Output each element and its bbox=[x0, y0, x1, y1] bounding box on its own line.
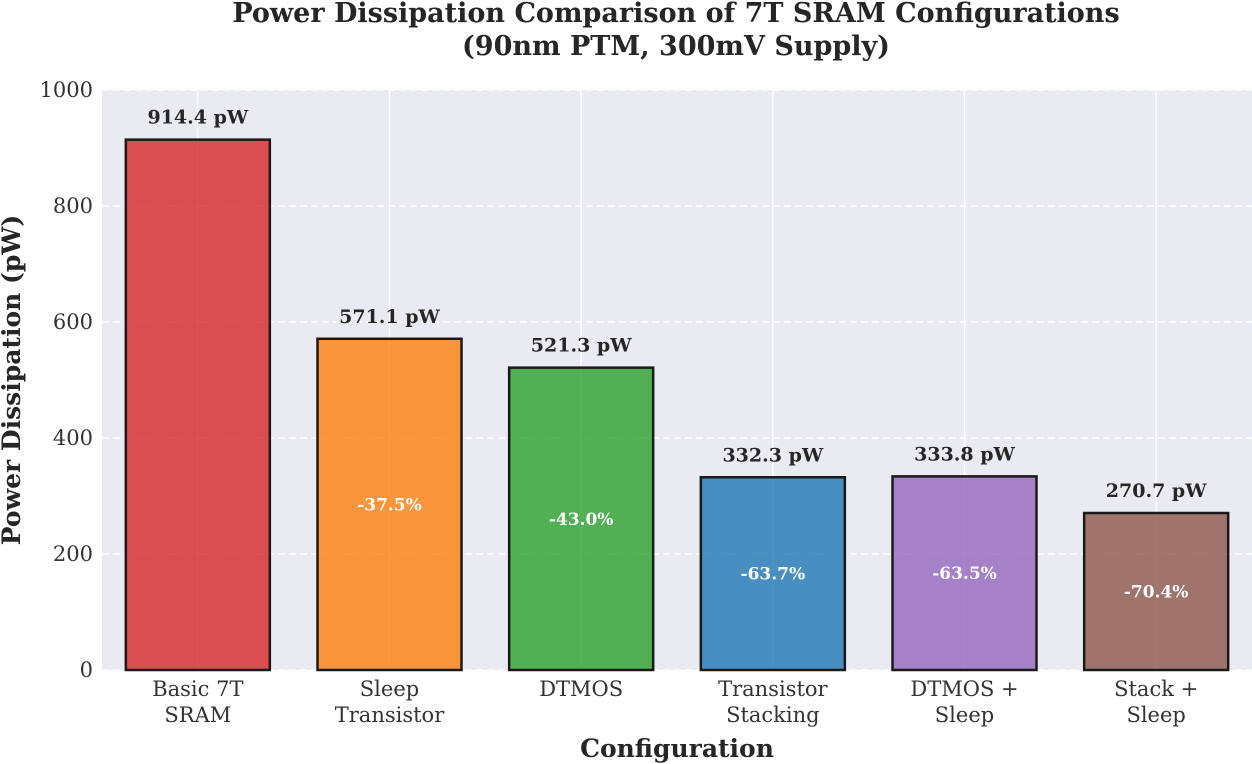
x-tick-label-line: Stacking bbox=[726, 703, 820, 727]
y-tick-label: 600 bbox=[53, 310, 93, 334]
x-tick-label-line: Transistor bbox=[335, 703, 445, 727]
y-axis-label: Power Dissipation (pW) bbox=[0, 215, 26, 545]
x-axis-label: Configuration bbox=[580, 734, 774, 763]
x-tick-label-line: Stack + bbox=[1114, 677, 1198, 701]
bar bbox=[1082, 511, 1230, 672]
x-tick-label-line: Sleep bbox=[935, 703, 994, 727]
x-tick-label-line: Basic 7T bbox=[152, 677, 243, 701]
x-tick-label: DTMOS bbox=[539, 677, 623, 701]
y-tick-label: 400 bbox=[53, 426, 93, 450]
x-tick-label: DTMOS + Sleep bbox=[910, 677, 1018, 727]
bar bbox=[124, 138, 272, 672]
x-tick-label-line: DTMOS + bbox=[910, 677, 1018, 701]
bar-reduction-label: -63.7% bbox=[741, 565, 806, 585]
bar bbox=[699, 476, 847, 672]
y-axis-ticks: 0 200 400 600 800 1000 bbox=[40, 78, 93, 682]
bar bbox=[507, 366, 655, 672]
chart-title: Power Dissipation Comparison of 7T SRAM … bbox=[232, 0, 1119, 62]
y-tick-label: 0 bbox=[80, 658, 93, 682]
bar bbox=[891, 475, 1038, 672]
x-tick-label: Stack + Sleep bbox=[1114, 677, 1198, 727]
y-tick-label: 1000 bbox=[40, 78, 93, 102]
bar-value-label: 914.4 pW bbox=[147, 107, 248, 129]
y-tick-label: 200 bbox=[53, 542, 93, 566]
gridlines bbox=[102, 89, 1252, 671]
chart-title-line: (90nm PTM, 300mV Supply) bbox=[462, 31, 890, 62]
bar-value-label: 270.7 pW bbox=[1106, 480, 1207, 502]
bar-reduction-label: -43.0% bbox=[549, 510, 614, 530]
bar-reduction-label: -37.5% bbox=[357, 495, 422, 515]
y-tick-label: 800 bbox=[53, 194, 93, 218]
x-tick-label-line: Sleep bbox=[360, 677, 419, 701]
bars: 914.4 pW 571.1 pW -37.5% 521.3 pW -43.0% 332.… bbox=[124, 107, 1230, 672]
bar bbox=[316, 337, 463, 672]
x-tick-label-line: Sleep bbox=[1126, 703, 1185, 727]
bar-reduction-label: -70.4% bbox=[1124, 582, 1189, 602]
chart-title-line: Power Dissipation Comparison of 7T SRAM … bbox=[232, 0, 1119, 29]
bar-value-label: 521.3 pW bbox=[531, 335, 632, 357]
plot-area bbox=[102, 90, 1252, 670]
bar-value-label: 332.3 pW bbox=[722, 444, 823, 466]
bar-value-label: 333.8 pW bbox=[914, 443, 1015, 465]
x-tick-label: Basic 7T SRAM bbox=[152, 677, 243, 727]
x-tick-label: Transistor Stacking bbox=[718, 677, 828, 727]
x-tick-label-line: SRAM bbox=[164, 703, 231, 727]
bar-value-label: 571.1 pW bbox=[339, 306, 440, 328]
x-tick-label-line: DTMOS bbox=[539, 677, 623, 701]
x-tick-label-line: Transistor bbox=[718, 677, 828, 701]
bar-reduction-label: -63.5% bbox=[932, 564, 997, 584]
x-tick-label: Sleep Transistor bbox=[335, 677, 445, 727]
